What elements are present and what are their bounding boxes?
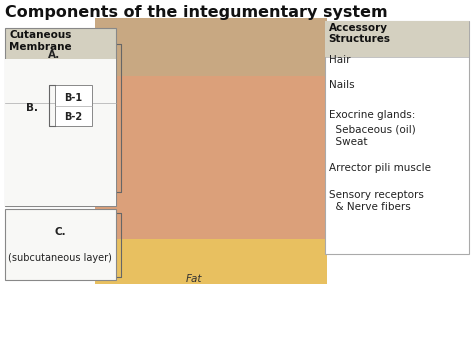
Text: Sweat: Sweat — [329, 137, 368, 147]
Text: Components of the integumentary system: Components of the integumentary system — [5, 5, 387, 20]
FancyBboxPatch shape — [95, 239, 327, 284]
Text: Nails: Nails — [329, 80, 355, 90]
Text: B.: B. — [26, 103, 38, 113]
Text: Sebaceous (oil): Sebaceous (oil) — [329, 124, 416, 134]
Text: A.: A. — [48, 50, 61, 60]
Text: & Nerve fibers: & Nerve fibers — [329, 202, 411, 212]
FancyBboxPatch shape — [5, 59, 116, 206]
FancyBboxPatch shape — [325, 21, 469, 254]
FancyBboxPatch shape — [95, 18, 327, 76]
Text: (subcutaneous layer): (subcutaneous layer) — [9, 253, 112, 263]
FancyBboxPatch shape — [55, 85, 92, 126]
FancyBboxPatch shape — [325, 21, 469, 57]
Text: Hair: Hair — [329, 55, 351, 65]
Text: C.: C. — [55, 227, 66, 237]
FancyBboxPatch shape — [5, 209, 116, 280]
Text: B-1: B-1 — [64, 93, 82, 103]
Text: Cutaneous
Membrane: Cutaneous Membrane — [9, 30, 72, 52]
Text: Sensory receptors: Sensory receptors — [329, 190, 424, 200]
Text: Accessory
Structures: Accessory Structures — [328, 23, 391, 44]
FancyBboxPatch shape — [95, 18, 327, 284]
Text: Arrector pili muscle: Arrector pili muscle — [329, 163, 431, 173]
FancyBboxPatch shape — [5, 28, 116, 206]
Text: B-2: B-2 — [64, 112, 82, 122]
Text: Fat: Fat — [186, 274, 202, 284]
Text: Exocrine glands:: Exocrine glands: — [329, 110, 416, 120]
